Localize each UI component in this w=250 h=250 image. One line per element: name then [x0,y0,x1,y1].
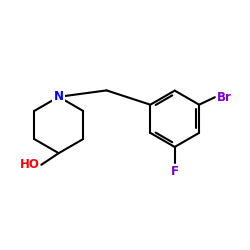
Text: F: F [171,165,179,178]
Text: Br: Br [216,91,232,104]
Text: N: N [54,90,64,103]
Text: HO: HO [20,158,40,171]
